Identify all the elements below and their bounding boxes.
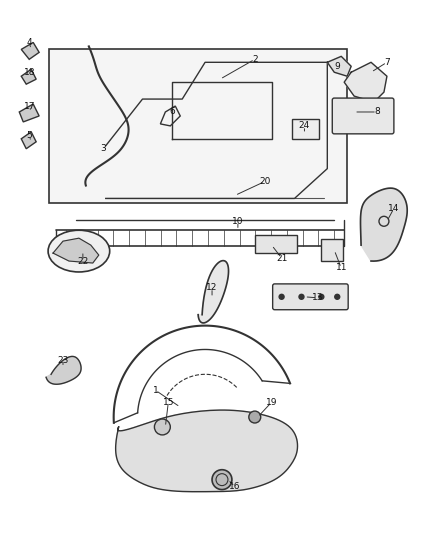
Text: 20: 20 [259,177,270,186]
Text: 6: 6 [170,108,175,117]
Text: 3: 3 [100,144,106,154]
Polygon shape [46,357,81,384]
Circle shape [249,411,261,423]
Polygon shape [344,62,387,102]
Polygon shape [53,238,99,263]
Circle shape [155,419,170,435]
Text: 14: 14 [388,204,399,213]
Text: 22: 22 [77,256,88,265]
Polygon shape [19,104,39,122]
Text: 23: 23 [57,356,69,365]
Bar [255,235,297,253]
Bar [49,50,347,204]
Text: 10: 10 [232,217,244,226]
Text: 12: 12 [206,284,218,293]
Polygon shape [21,69,36,84]
Text: 19: 19 [266,398,277,407]
FancyBboxPatch shape [332,98,394,134]
Text: 24: 24 [299,122,310,131]
Text: 2: 2 [252,55,258,64]
Text: 21: 21 [276,254,287,263]
Polygon shape [198,261,229,323]
Bar [292,119,319,139]
Bar [321,239,343,261]
Polygon shape [360,188,407,261]
Circle shape [299,294,304,300]
Text: 17: 17 [24,101,35,110]
Text: 15: 15 [162,398,174,407]
Text: 5: 5 [26,131,32,140]
Ellipse shape [48,230,110,272]
Circle shape [212,470,232,490]
Text: 13: 13 [311,293,323,302]
Polygon shape [21,43,39,59]
Circle shape [279,294,284,300]
Text: 7: 7 [384,58,390,67]
Text: 16: 16 [229,482,240,491]
Polygon shape [116,410,297,492]
Text: 8: 8 [374,108,380,117]
Text: 18: 18 [24,68,35,77]
Text: 9: 9 [334,62,340,71]
Circle shape [335,294,340,300]
Text: 11: 11 [336,263,347,272]
Polygon shape [327,56,351,76]
Circle shape [319,294,324,300]
Text: 4: 4 [26,38,32,47]
Text: 1: 1 [152,386,158,395]
Polygon shape [21,132,36,149]
FancyBboxPatch shape [273,284,348,310]
